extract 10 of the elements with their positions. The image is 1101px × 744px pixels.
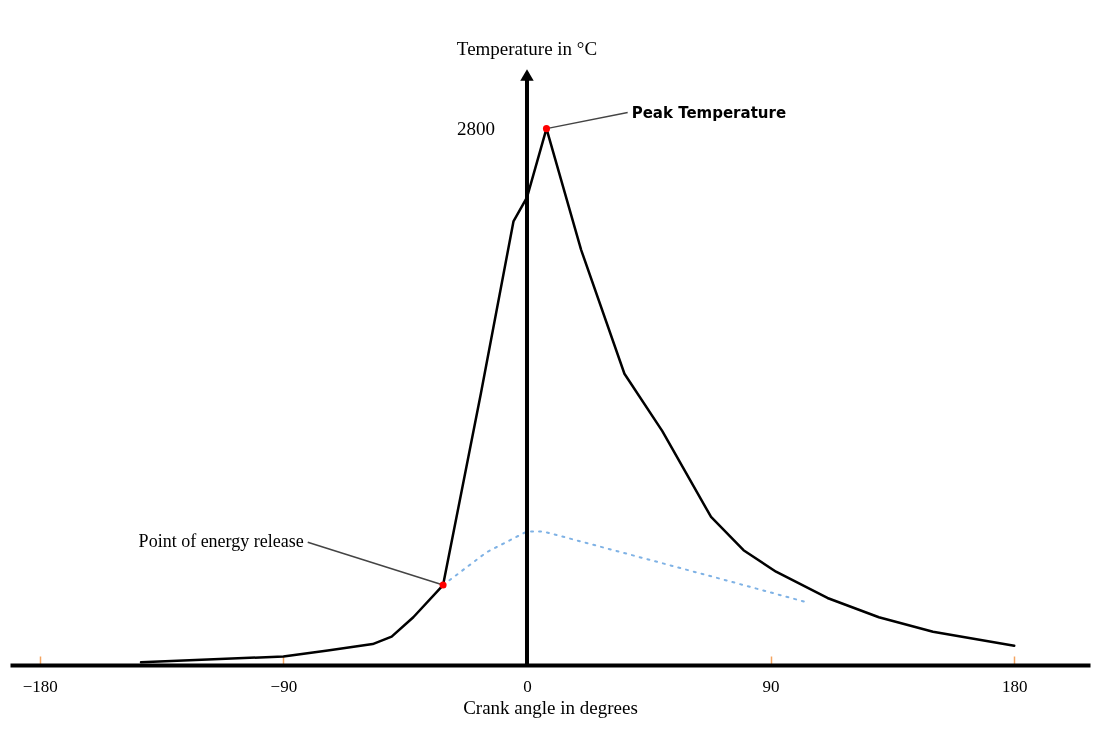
x-tick-label: 180	[1001, 676, 1028, 696]
annotation: Point of energy release	[138, 531, 304, 552]
x-tick-label: 90	[762, 676, 780, 696]
x-tick-label: −180	[22, 676, 58, 696]
y-axis-title: Temperature in °C	[456, 38, 598, 59]
annotation: Peak Temperature	[631, 103, 787, 122]
x-axis-title: Crank angle in degrees	[463, 696, 638, 718]
x-tick-label: −90	[270, 676, 298, 696]
x-tick-label: 0	[523, 676, 532, 696]
annotation: 2800	[456, 117, 495, 139]
